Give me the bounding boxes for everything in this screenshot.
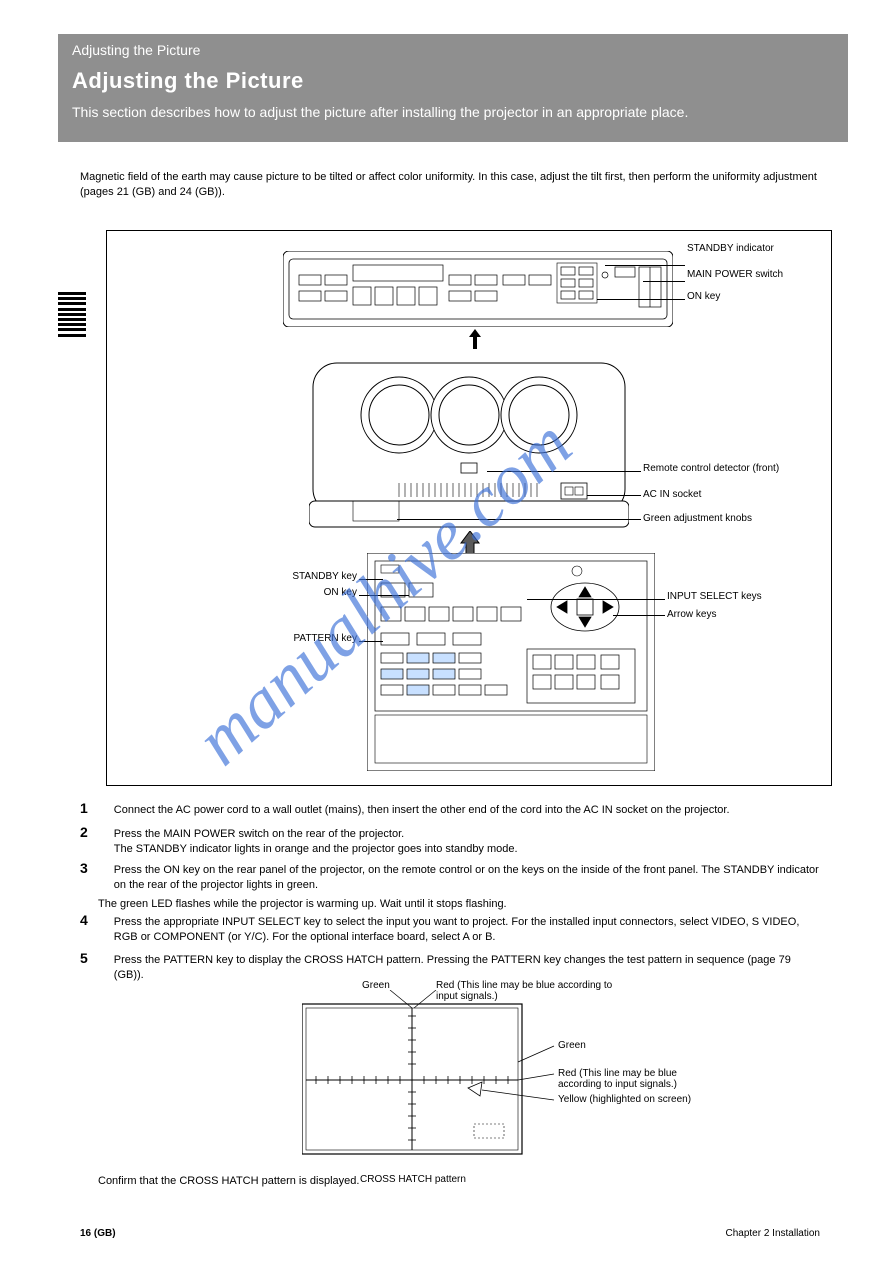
equipment-figure: STANDBY indicator MAIN POWER switch ON k… (106, 230, 832, 786)
step-3-body: Press the ON key on the rear panel of th… (114, 863, 820, 893)
step-5-body: Press the PATTERN key to display the CRO… (114, 953, 820, 983)
intro-text: Magnetic field of the earth may cause pi… (80, 170, 820, 200)
step-3-note: The green LED flashes while the projecto… (98, 897, 820, 912)
banner-title: Adjusting the Picture (72, 68, 834, 94)
step-4-num: 4 (80, 912, 88, 928)
remote-panel-svg (367, 553, 655, 771)
label-on-key-remote: ON key (257, 587, 357, 599)
step-4: 4 Press the appropriate INPUT SELECT key… (80, 912, 820, 945)
step-1-num: 1 (80, 800, 88, 816)
step-3-num: 3 (80, 860, 88, 876)
projector-front-svg (309, 349, 629, 529)
page-footer: 16 (GB) Chapter 2 Installation (80, 1228, 820, 1239)
crosshatch-figure: Green Red (This line may be blue accordi… (302, 990, 572, 1158)
page-number: 16 (GB) (80, 1228, 116, 1239)
label-red: Red (This line may be blue according to … (436, 980, 636, 1002)
label-remote-detector: Remote control detector (front) (643, 463, 813, 475)
label-hilite: Yellow (highlighted on screen) (558, 1094, 698, 1105)
chapter-label: Chapter 2 Installation (725, 1228, 820, 1239)
banner-pretitle: Adjusting the Picture (72, 42, 834, 58)
step-2-body: Press the MAIN POWER switch on the rear … (114, 827, 518, 857)
crosshatch-caption: CROSS HATCH pattern (360, 1174, 466, 1186)
label-standby-key: STANDBY key (257, 571, 357, 583)
chapter-banner: Adjusting the Picture Adjusting the Pict… (58, 34, 848, 142)
label-pattern-key: PATTERN key (257, 633, 357, 645)
label-input-select: INPUT SELECT keys (667, 591, 797, 603)
step-5: 5 Press the PATTERN key to display the C… (80, 950, 820, 983)
banner-subtitle: This section describes how to adjust the… (72, 104, 834, 120)
step-2-num: 2 (80, 824, 88, 840)
label-green: Green (362, 980, 390, 991)
label-main-power: MAIN POWER switch (687, 269, 783, 281)
step-2: 2 Press the MAIN POWER switch on the rea… (80, 824, 820, 857)
up-arrow-icon (465, 329, 485, 349)
rear-panel-svg (283, 251, 673, 327)
step-4-body: Press the appropriate INPUT SELECT key t… (114, 915, 820, 945)
label-red2: Red (This line may be blue according to … (558, 1068, 678, 1090)
step-5-num: 5 (80, 950, 88, 966)
label-ac-in: AC IN socket (643, 489, 701, 501)
label-standby-indicator: STANDBY indicator (687, 243, 774, 255)
step-3: 3 Press the ON key on the rear panel of … (80, 860, 820, 893)
label-green-knobs: Green adjustment knobs (643, 513, 803, 525)
step-1-body: Connect the AC power cord to a wall outl… (114, 803, 730, 818)
step-1: 1 Connect the AC power cord to a wall ou… (80, 800, 820, 818)
label-green2: Green (558, 1040, 618, 1051)
label-on-key-rear: ON key (687, 291, 720, 303)
side-margin-stripes (58, 292, 86, 339)
label-arrow-keys: Arrow keys (667, 609, 716, 621)
